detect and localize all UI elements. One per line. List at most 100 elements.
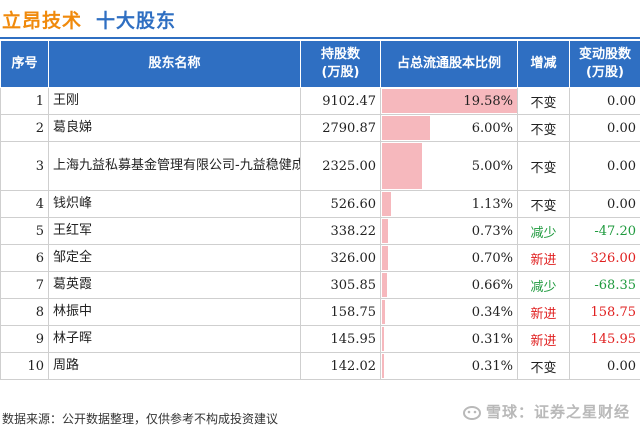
row-index: 9: [0, 325, 49, 353]
ratio-value: 6.00%: [471, 120, 513, 136]
change-status: 不变: [517, 141, 570, 191]
col-header-change-type: 增减: [517, 40, 570, 88]
change-shares: 0.00: [569, 114, 640, 142]
change-status: 减少: [517, 271, 570, 299]
shares-held: 338.22: [300, 217, 381, 245]
ratio-value: 1.13%: [471, 196, 513, 212]
shares-held: 9102.47: [300, 87, 381, 115]
change-status: 减少: [517, 217, 570, 245]
float-ratio-cell: 0.34%: [380, 298, 518, 326]
change-status: 新进: [517, 325, 570, 353]
row-index: 7: [0, 271, 49, 299]
shareholder-name: 上海九益私募基金管理有限公司-九益稳健成长1号私募证券投资基金: [48, 141, 301, 191]
ratio-bar: [382, 246, 388, 270]
change-shares: 326.00: [569, 244, 640, 272]
company-name: 立昂技术: [2, 9, 83, 32]
ratio-value: 0.73%: [471, 223, 513, 239]
change-shares: 0.00: [569, 190, 640, 218]
float-ratio-cell: 0.31%: [380, 352, 518, 380]
change-shares: 145.95: [569, 325, 640, 353]
ratio-value: 0.31%: [471, 358, 513, 374]
shares-held: 158.75: [300, 298, 381, 326]
ratio-bar: [382, 273, 388, 297]
row-index: 6: [0, 244, 49, 272]
shares-held: 526.60: [300, 190, 381, 218]
table-row: 2 葛良娣 2790.87 6.00% 不变 0.00: [0, 114, 640, 142]
shareholder-name: 葛良娣: [48, 114, 301, 142]
shareholder-name: 葛英霞: [48, 271, 301, 299]
ratio-value: 19.58%: [463, 93, 513, 109]
float-ratio-cell: 6.00%: [380, 114, 518, 142]
ratio-value: 5.00%: [471, 158, 513, 174]
watermark-text: 雪球：证券之星财经: [485, 403, 630, 421]
float-ratio-cell: 0.73%: [380, 217, 518, 245]
table-body: 1 王刚 9102.47 19.58% 不变 0.00 2 葛良娣 2790.87 6.00% 不变…: [0, 87, 640, 380]
shares-held: 305.85: [300, 271, 381, 299]
float-ratio-cell: 0.70%: [380, 244, 518, 272]
table-row: 6 邹定全 326.00 0.70% 新进 326.00: [0, 244, 640, 272]
snowball-logo-icon: [462, 405, 481, 420]
ratio-value: 0.70%: [471, 250, 513, 266]
shares-held: 142.02: [300, 352, 381, 380]
change-shares: 0.00: [569, 352, 640, 380]
change-shares: 158.75: [569, 298, 640, 326]
col-header-shares: 持股数 (万股): [300, 40, 381, 88]
shares-held: 2325.00: [300, 141, 381, 191]
ratio-value: 0.31%: [471, 331, 513, 347]
ratio-bar: [382, 116, 430, 140]
row-index: 1: [0, 87, 49, 115]
ratio-bar: [382, 300, 385, 324]
table-row: 8 林振中 158.75 0.34% 新进 158.75: [0, 298, 640, 326]
ratio-value: 0.66%: [471, 277, 513, 293]
table-row: 10 周路 142.02 0.31% 不变 0.00: [0, 352, 640, 380]
watermark: 雪球：证券之星财经: [462, 401, 630, 422]
float-ratio-cell: 0.66%: [380, 271, 518, 299]
data-source-note: 数据来源：公开数据整理，仅供参考不构成投资建议: [2, 412, 279, 426]
shares-held: 326.00: [300, 244, 381, 272]
shareholders-table: 序号 股东名称 持股数 (万股) 占总流通股本比例 增减 变动股数 (万股) 1…: [0, 40, 640, 380]
shareholder-name: 钱炽峰: [48, 190, 301, 218]
shareholder-name: 王刚: [48, 87, 301, 115]
shares-held: 2790.87: [300, 114, 381, 142]
page-title: 十大股东: [96, 9, 177, 32]
change-status: 不变: [517, 114, 570, 142]
ratio-bar: [382, 192, 391, 216]
ratio-bar: [382, 143, 422, 189]
change-status: 不变: [517, 87, 570, 115]
table-row: 1 王刚 9102.47 19.58% 不变 0.00: [0, 87, 640, 115]
change-status: 新进: [517, 298, 570, 326]
float-ratio-cell: 0.31%: [380, 325, 518, 353]
change-status: 新进: [517, 244, 570, 272]
shareholder-name: 林振中: [48, 298, 301, 326]
row-index: 2: [0, 114, 49, 142]
shareholder-name: 周路: [48, 352, 301, 380]
ratio-bar: [382, 89, 517, 113]
row-index: 8: [0, 298, 49, 326]
page-header: 立昂技术 十大股东: [0, 0, 640, 38]
change-shares: -47.20: [569, 217, 640, 245]
shares-held: 145.95: [300, 325, 381, 353]
title-divider: [0, 37, 640, 39]
col-header-index: 序号: [0, 40, 49, 88]
table-row: 4 钱炽峰 526.60 1.13% 不变 0.00: [0, 190, 640, 218]
change-status: 不变: [517, 190, 570, 218]
row-index: 3: [0, 141, 49, 191]
shareholder-name: 邹定全: [48, 244, 301, 272]
ratio-bar: [382, 354, 385, 378]
table-row: 5 王红军 338.22 0.73% 减少 -47.20: [0, 217, 640, 245]
shareholder-name: 王红军: [48, 217, 301, 245]
col-header-name: 股东名称: [48, 40, 301, 88]
row-index: 10: [0, 352, 49, 380]
change-shares: 0.00: [569, 87, 640, 115]
float-ratio-cell: 5.00%: [380, 141, 518, 191]
change-shares: -68.35: [569, 271, 640, 299]
table-header-row: 序号 股东名称 持股数 (万股) 占总流通股本比例 增减 变动股数 (万股): [0, 40, 640, 88]
row-index: 4: [0, 190, 49, 218]
ratio-bar: [382, 219, 388, 243]
table-row: 9 林子晖 145.95 0.31% 新进 145.95: [0, 325, 640, 353]
change-status: 不变: [517, 352, 570, 380]
col-header-change-shares: 变动股数 (万股): [569, 40, 640, 88]
table-row: 7 葛英霞 305.85 0.66% 减少 -68.35: [0, 271, 640, 299]
shareholder-name: 林子晖: [48, 325, 301, 353]
